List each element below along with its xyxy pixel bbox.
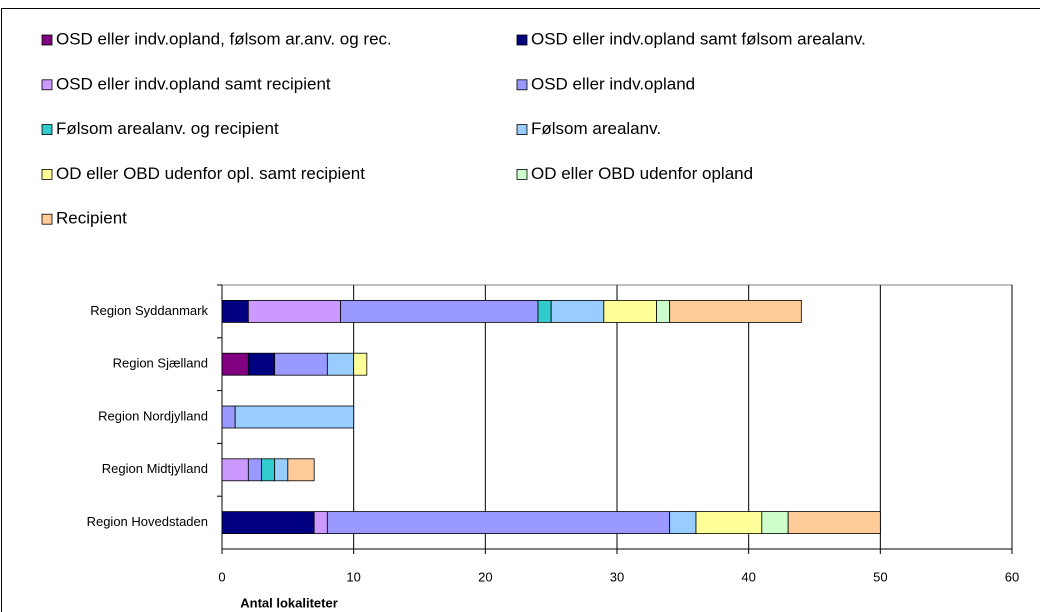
legend-swatch — [516, 79, 528, 91]
bar-segment — [669, 299, 802, 323]
bar-segment — [247, 352, 276, 376]
bar-segment — [353, 352, 368, 376]
bar-segment — [221, 352, 249, 376]
bar-segment — [787, 511, 881, 535]
y-tick-label: Region Sjælland — [113, 356, 208, 371]
bar-segment — [287, 458, 315, 482]
bar-segment — [326, 352, 355, 376]
bar-segment — [221, 405, 236, 429]
legend-label: OD eller OBD udenfor opland — [531, 164, 753, 183]
bar-segment — [274, 352, 328, 376]
legend-label: OSD eller indv.opland — [531, 74, 695, 93]
legend-swatch — [516, 124, 528, 135]
legend-label: Recipient — [56, 209, 127, 228]
x-tick-label: 0 — [218, 569, 225, 584]
bar-segment — [221, 511, 315, 535]
bar-segment — [603, 299, 657, 323]
legend-swatch — [41, 124, 53, 135]
legend-label: OSD eller indv.opland samt følsom areala… — [531, 29, 866, 48]
bar-segment — [695, 511, 763, 535]
legend-label: OSD eller indv.opland samt recipient — [56, 74, 331, 93]
y-tick-label: Region Syddanmark — [90, 303, 208, 318]
bar-segment — [221, 458, 249, 482]
legend-swatch — [41, 79, 53, 91]
legend-swatch — [516, 168, 528, 180]
bar-segment — [247, 299, 341, 323]
x-axis-label: Antal lokaliteter — [240, 595, 338, 610]
bar-segment — [313, 511, 328, 535]
legend-label: OD eller OBD udenfor opl. samt recipient — [56, 164, 365, 183]
legend-swatch — [41, 168, 53, 180]
legend-swatch — [516, 34, 528, 46]
bar-segment — [247, 458, 262, 482]
bar-segment — [340, 299, 539, 323]
bar-segment — [550, 299, 605, 323]
bar-segment — [274, 458, 289, 482]
legend-label: Følsom arealanv. — [531, 119, 661, 138]
x-tick-label: 50 — [873, 569, 887, 584]
x-tick-label: 30 — [610, 569, 624, 584]
y-tick-label: Region Hovedstaden — [87, 514, 208, 529]
legend-label: OSD eller indv.opland, følsom ar.anv. og… — [56, 29, 392, 48]
bar-segment — [669, 511, 697, 535]
y-tick-label: Region Midtjylland — [102, 461, 208, 476]
legend-swatch — [41, 213, 53, 225]
y-tick-label: Region Nordjylland — [98, 408, 208, 423]
bar-segment — [261, 458, 276, 482]
bar-segment — [537, 299, 552, 323]
x-tick-label: 60 — [1005, 569, 1019, 584]
legend-label: Følsom arealanv. og recipient — [56, 119, 279, 138]
bar-segment — [656, 299, 671, 323]
bar-segment — [221, 299, 249, 323]
bar-segment — [761, 511, 789, 535]
bar-segment — [326, 511, 671, 535]
x-tick-label: 10 — [346, 569, 360, 584]
x-tick-label: 40 — [741, 569, 755, 584]
x-tick-label: 20 — [478, 569, 492, 584]
legend-swatch — [41, 34, 53, 46]
bar-segment — [234, 405, 355, 429]
